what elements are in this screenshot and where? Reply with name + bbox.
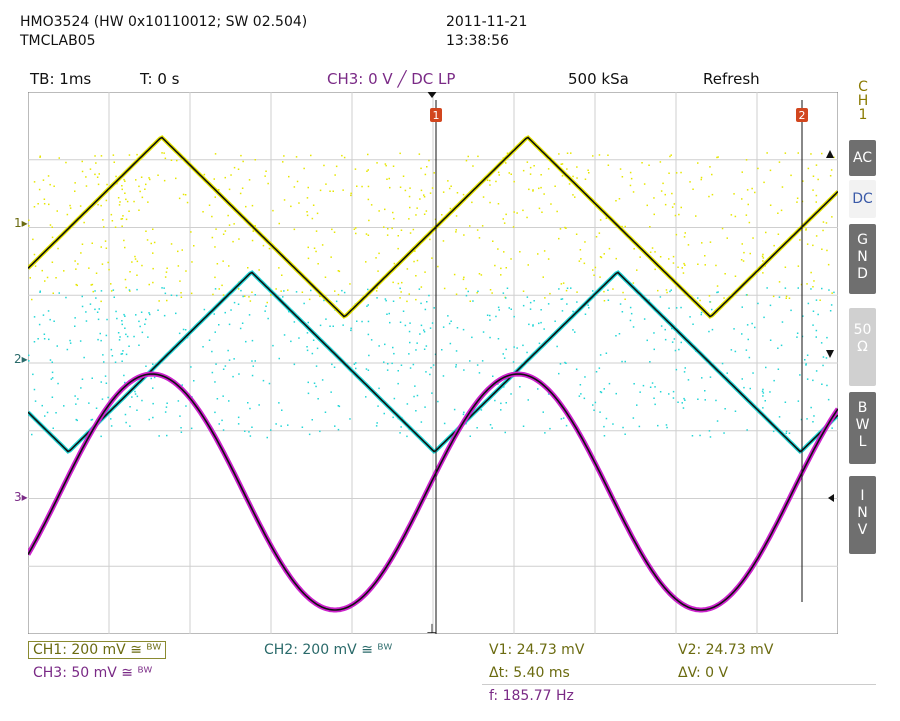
svg-text:1: 1 bbox=[433, 109, 440, 122]
ch1-ground-marker[interactable]: 1▸ bbox=[14, 216, 28, 230]
ch3-trace-overlay bbox=[28, 373, 838, 611]
readout-divider bbox=[482, 684, 876, 685]
trigger-position-marker bbox=[427, 92, 437, 98]
cursor-delta-t-readout: Δt: 5.40 ms bbox=[489, 665, 570, 681]
capture-time: 13:38:56 bbox=[446, 33, 509, 49]
ch2-noise bbox=[28, 287, 835, 439]
cursor-delta-v-readout: ΔV: 0 V bbox=[678, 665, 729, 681]
channel-menu-title: C H 1 bbox=[857, 79, 869, 123]
hostname: TMCLAB05 bbox=[20, 33, 96, 49]
ch2-ground-marker[interactable]: 2▸ bbox=[14, 352, 28, 366]
sample-rate-readout: 500 kSa bbox=[568, 70, 629, 88]
cursor-frequency-readout: f: 185.77 Hz bbox=[489, 688, 574, 704]
cursor-v1-readout: V1: 24.73 mV bbox=[489, 642, 585, 658]
waveform-traces bbox=[28, 135, 838, 613]
svg-text:2: 2 bbox=[799, 109, 806, 122]
coupling-dc-button[interactable]: DC bbox=[849, 180, 876, 218]
ch3-level-marker bbox=[828, 494, 834, 502]
invert-button[interactable]: I N V bbox=[849, 476, 876, 554]
scroll-up-icon bbox=[826, 150, 834, 158]
ch2-trace-overlay bbox=[28, 271, 838, 453]
scroll-down-icon bbox=[826, 350, 834, 358]
acquire-mode-readout[interactable]: Refresh bbox=[703, 70, 760, 88]
ch3-settings-readout[interactable]: CH3: 50 mV ≅ ᴮᵂ bbox=[33, 665, 153, 681]
ch1-settings-readout[interactable]: CH1: 200 mV ≅ ᴮᵂ bbox=[28, 641, 167, 659]
ch1-noise bbox=[28, 152, 835, 304]
trigger-level-marker: ⊥ bbox=[426, 622, 437, 634]
waveform-display[interactable]: 1 2 ⊥ 1 2 3 bbox=[28, 92, 838, 634]
trigger-source-readout[interactable]: CH3: 0 V ╱ DC LP bbox=[327, 70, 456, 88]
timebase-readout[interactable]: TB: 1ms bbox=[30, 70, 92, 88]
coupling-gnd-button[interactable]: G N D bbox=[849, 224, 876, 294]
cursor-1-marker: 1 bbox=[430, 108, 442, 122]
ch1-trace-overlay bbox=[28, 136, 838, 318]
ch3-ground-marker[interactable]: 3▸ bbox=[14, 490, 28, 504]
coupling-ac-button[interactable]: AC bbox=[849, 140, 876, 176]
ch2-settings-readout[interactable]: CH2: 200 mV ≅ ᴮᵂ bbox=[264, 642, 393, 658]
capture-date: 2011-11-21 bbox=[446, 14, 528, 30]
trigger-time-readout[interactable]: T: 0 s bbox=[140, 70, 180, 88]
cursor-v2-readout: V2: 24.73 mV bbox=[678, 642, 774, 658]
cursor-2-marker: 2 bbox=[796, 108, 808, 122]
bandwidth-limit-button[interactable]: B W L bbox=[849, 392, 876, 464]
input-50-ohm-button[interactable]: 50 Ω bbox=[849, 308, 876, 386]
device-info: HMO3524 (HW 0x10110012; SW 02.504) bbox=[20, 14, 308, 30]
